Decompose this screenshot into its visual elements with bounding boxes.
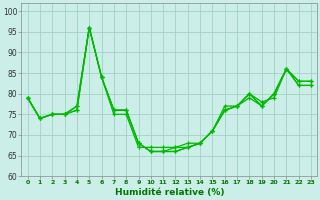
X-axis label: Humidité relative (%): Humidité relative (%) <box>115 188 224 197</box>
